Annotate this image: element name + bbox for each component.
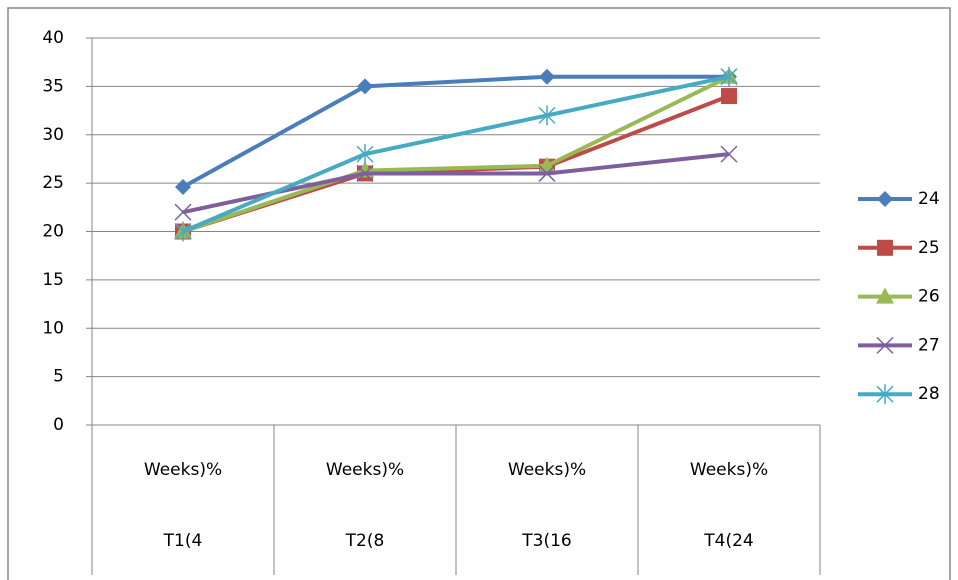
x-tick-label: T4(24 [703, 531, 753, 551]
legend-marker [876, 287, 894, 304]
legend-label: 28 [918, 384, 940, 404]
data-point [720, 66, 738, 87]
series-line [182, 74, 730, 234]
y-tick-label: 15 [42, 270, 64, 290]
y-tick-label: 40 [42, 28, 64, 48]
data-point [539, 68, 555, 85]
legend-marker [876, 336, 894, 354]
data-point [357, 78, 373, 95]
data-point [356, 144, 374, 165]
x-tick-label: T2(8 [345, 531, 385, 551]
y-tick-label: 20 [42, 222, 64, 242]
y-tick-label: 10 [42, 318, 64, 338]
y-tick-label: 35 [42, 76, 64, 96]
data-point [356, 164, 374, 182]
data-point [174, 203, 192, 221]
series-line [182, 74, 729, 189]
legend-label: 27 [918, 335, 940, 355]
legend-label: 25 [918, 238, 940, 258]
x-tick-label: Weeks)% [144, 460, 222, 480]
x-tick-label: T3(16 [521, 531, 571, 551]
legend-label: 24 [918, 189, 940, 209]
x-tick-label: T1(4 [163, 531, 203, 551]
data-point [174, 221, 192, 242]
chart-frame [7, 7, 951, 580]
y-tick-label: 5 [53, 367, 64, 387]
x-tick-label: Weeks)% [326, 460, 404, 480]
y-tick-label: 30 [42, 125, 64, 145]
legend-marker [877, 239, 893, 256]
data-point [538, 105, 556, 126]
y-tick-label: 25 [42, 173, 64, 193]
legend-label: 26 [918, 287, 940, 307]
legend-marker [877, 191, 893, 207]
data-point [721, 88, 737, 105]
x-tick-label: Weeks)% [508, 460, 586, 480]
y-tick-label: 0 [53, 415, 64, 435]
data-point [175, 178, 191, 195]
data-point [720, 145, 738, 163]
series-line [182, 74, 730, 234]
legend-marker [876, 384, 894, 405]
data-point [538, 164, 556, 182]
x-tick-label: Weeks)% [690, 460, 768, 480]
